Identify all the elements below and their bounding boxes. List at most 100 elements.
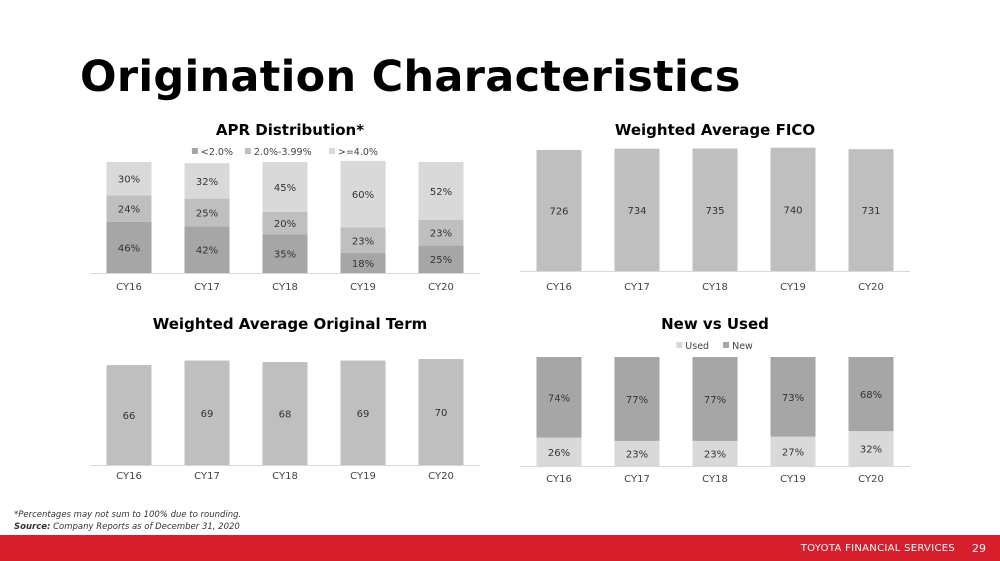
data-label: 32% xyxy=(860,445,882,456)
data-label: 20% xyxy=(274,219,296,230)
page-number: 29 xyxy=(972,542,986,555)
bar xyxy=(340,360,386,465)
bar-segment xyxy=(418,245,464,273)
weighted-average-fico-svg: 726 CY16 734 CY17 735 CY18 740 CY19 731 CY20 xyxy=(520,147,910,293)
legend-swatch xyxy=(191,148,198,154)
data-label: 46% xyxy=(118,243,140,254)
bar xyxy=(418,359,464,465)
bar-segment xyxy=(536,437,582,466)
bar-segment xyxy=(106,221,152,273)
source-text: Company Reports as of December 31, 2020 xyxy=(53,522,240,532)
weighted-average-original-term-svg: 66 CY16 69 CY17 68 CY18 69 CY19 70 CY20 xyxy=(90,359,480,482)
data-label: 68 xyxy=(279,410,292,421)
legend-label: New xyxy=(732,341,753,352)
chart-title: New vs Used xyxy=(661,315,769,333)
x-tick-label: CY18 xyxy=(272,471,298,482)
legend-label: >=4.0% xyxy=(338,147,378,158)
x-tick-label: CY18 xyxy=(702,282,728,293)
bar xyxy=(106,365,152,465)
x-tick-label: CY16 xyxy=(116,282,142,293)
legend-label: 2.0%-3.99% xyxy=(254,147,312,158)
data-label: 30% xyxy=(118,175,140,186)
x-tick-label: CY16 xyxy=(546,282,572,293)
bar-segment xyxy=(692,357,738,441)
x-tick-label: CY16 xyxy=(116,471,142,482)
x-tick-label: CY16 xyxy=(546,474,572,485)
data-label: 734 xyxy=(627,206,646,217)
data-label: 77% xyxy=(626,395,648,406)
x-tick-label: CY17 xyxy=(624,474,650,485)
bar-segment xyxy=(184,198,230,227)
data-label: 66 xyxy=(123,411,136,422)
bar-segment xyxy=(692,440,738,466)
bar xyxy=(614,148,660,271)
data-label: 32% xyxy=(196,177,218,188)
bar-segment xyxy=(418,219,464,246)
page-title: Origination Characteristics xyxy=(80,52,741,102)
data-label: 27% xyxy=(782,447,804,458)
bar xyxy=(184,360,230,465)
bar-segment xyxy=(184,163,230,199)
bar xyxy=(536,150,582,271)
bar-segment xyxy=(106,195,152,222)
source-label: Source: xyxy=(14,522,51,532)
chart-title: Weighted Average FICO xyxy=(614,121,816,139)
data-label: 73% xyxy=(782,393,804,404)
x-tick-label: CY18 xyxy=(702,474,728,485)
x-tick-label: CY20 xyxy=(428,282,454,293)
data-label: 45% xyxy=(274,183,296,194)
bar-segment xyxy=(340,227,386,254)
chart-title: APR Distribution* xyxy=(215,121,365,139)
bar-segment xyxy=(106,162,152,196)
bar xyxy=(692,148,738,271)
new-vs-used-chart: New vs Used 26% 74% CY16 23% 77% CY17 23% 77% CY… xyxy=(520,312,910,497)
data-label: 23% xyxy=(626,449,648,460)
x-tick-label: CY20 xyxy=(428,471,454,482)
data-label: 69 xyxy=(201,409,214,420)
x-tick-label: CY20 xyxy=(858,282,884,293)
apr-distribution-svg: 46% 24% 30% CY16 42% 25% 32% CY17 35% 20% 45% CY18 1… xyxy=(90,147,480,293)
data-label: 60% xyxy=(352,190,374,201)
data-label: 18% xyxy=(352,259,374,270)
x-tick-label: CY18 xyxy=(272,282,298,293)
data-label: 42% xyxy=(196,246,218,257)
x-tick-label: CY19 xyxy=(780,282,806,293)
x-tick-label: CY17 xyxy=(194,282,220,293)
data-label: 26% xyxy=(548,448,570,459)
data-label: 23% xyxy=(704,449,726,460)
data-label: 740 xyxy=(783,205,802,216)
data-label: 24% xyxy=(118,205,140,216)
bar-segment xyxy=(770,357,816,437)
bar-segment xyxy=(536,357,582,438)
legend-swatch xyxy=(328,148,335,154)
data-label: 726 xyxy=(549,207,568,218)
data-label: 35% xyxy=(274,250,296,261)
footnote: *Percentages may not sum to 100% due to … xyxy=(14,510,242,520)
x-tick-label: CY19 xyxy=(350,471,376,482)
bar-segment xyxy=(614,357,660,441)
data-label: 52% xyxy=(430,187,452,198)
bar-segment xyxy=(848,431,894,466)
data-label: 25% xyxy=(430,255,452,266)
bar xyxy=(262,362,308,465)
data-label: 23% xyxy=(430,228,452,239)
data-label: 25% xyxy=(196,209,218,220)
source-note: Source: Company Reports as of December 3… xyxy=(14,522,240,532)
footer-brand: TOYOTA FINANCIAL SERVICES xyxy=(800,543,955,554)
x-tick-label: CY17 xyxy=(624,282,650,293)
bar xyxy=(848,149,894,271)
new-vs-used-svg: 26% 74% CY16 23% 77% CY17 23% 77% CY18 27% 73% CY19… xyxy=(520,341,910,485)
legend-swatch xyxy=(723,342,730,348)
footer-bar: TOYOTA FINANCIAL SERVICES 29 xyxy=(0,535,1000,561)
data-label: 69 xyxy=(357,409,370,420)
bar xyxy=(770,147,816,271)
bar-segment xyxy=(184,226,230,273)
bar-segment xyxy=(770,436,816,466)
data-label: 735 xyxy=(705,206,724,217)
bar-segment xyxy=(614,440,660,466)
bar-segment xyxy=(262,162,308,212)
legend-swatch xyxy=(244,148,251,154)
data-label: 74% xyxy=(548,393,570,404)
data-label: 70 xyxy=(435,408,448,419)
bar-segment xyxy=(340,160,386,228)
